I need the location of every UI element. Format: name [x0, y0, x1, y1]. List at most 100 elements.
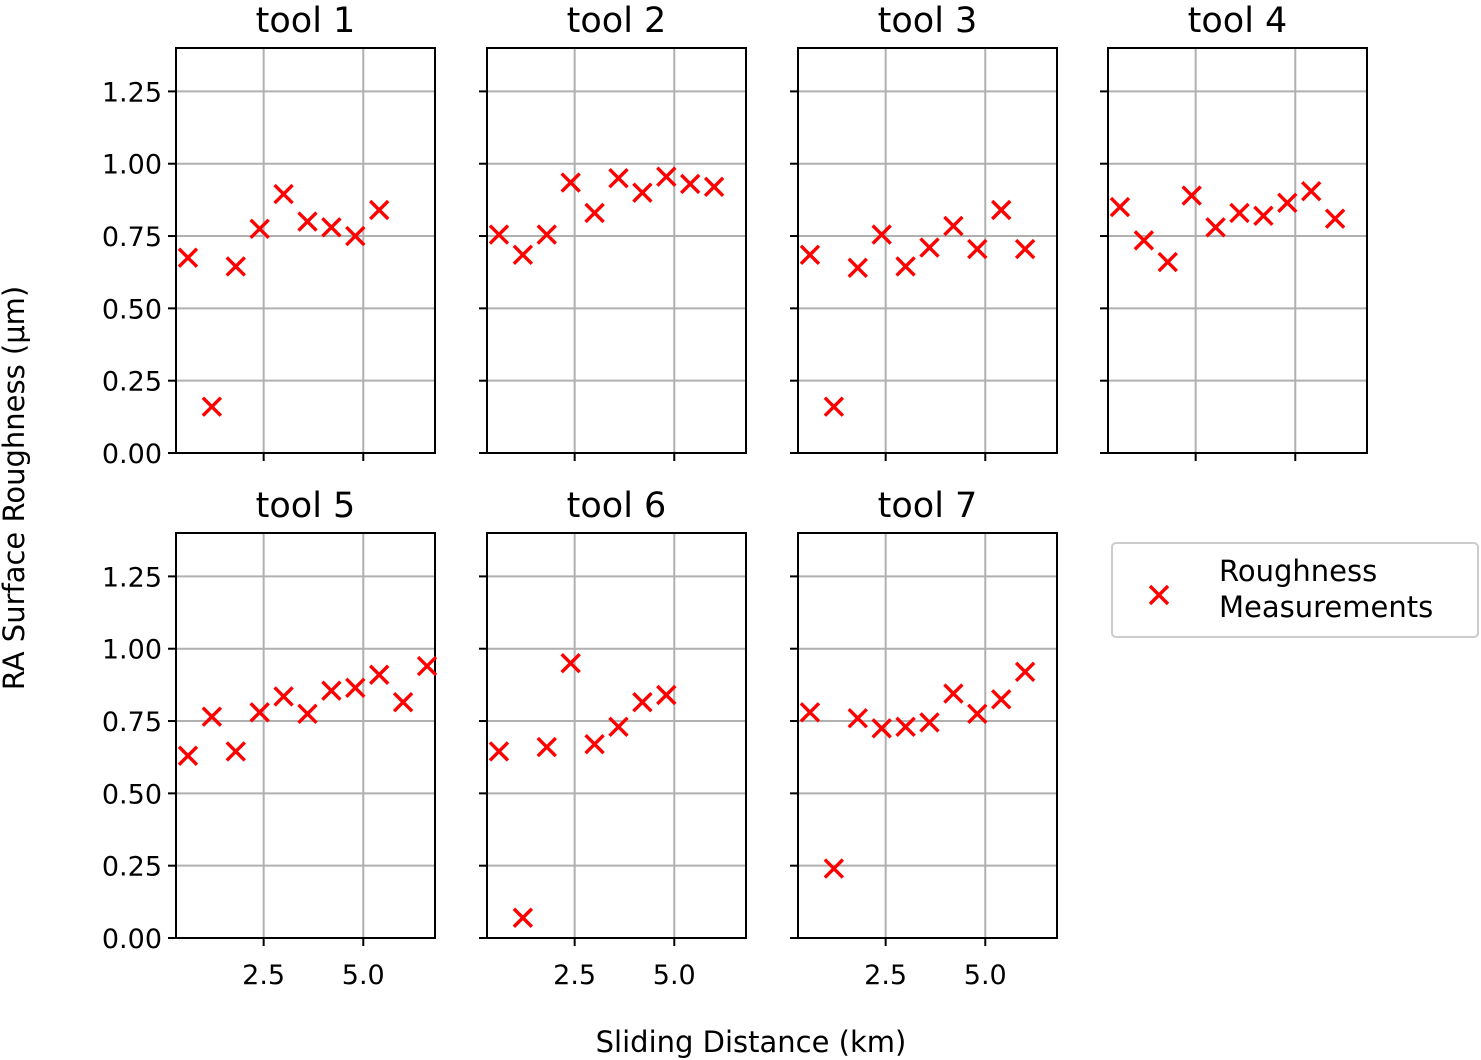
- data-point: [1253, 205, 1274, 226]
- data-point: [201, 396, 223, 417]
- x-tick-label: 5.0: [964, 960, 1007, 991]
- panel-title: tool 4: [1188, 1, 1288, 41]
- panel-title: tool 6: [567, 486, 667, 526]
- data-point: [799, 702, 821, 723]
- data-point: [345, 677, 366, 698]
- panel-tool-2: tool 2: [479, 1, 747, 461]
- data-point: [249, 218, 270, 240]
- panel-title: tool 7: [878, 486, 978, 526]
- legend-label-line-1: Roughness: [1219, 554, 1377, 588]
- panel-frame: [486, 47, 747, 454]
- data-point: [273, 183, 294, 205]
- data-point: [1205, 217, 1226, 238]
- panel-tool-7: 2.5 5.0 tool 7: [790, 486, 1058, 991]
- data-point: [560, 652, 581, 674]
- data-point: [321, 680, 342, 701]
- x-tick-label: 2.5: [242, 960, 285, 991]
- panel-frame: [175, 532, 436, 939]
- x-tick-label: 5.0: [342, 960, 385, 991]
- data-point: [273, 686, 294, 707]
- y-tick-label: 0.00: [102, 924, 162, 955]
- data-point: [943, 215, 964, 237]
- data-point: [1301, 180, 1322, 202]
- data-point: [392, 692, 414, 713]
- data-point: [345, 225, 366, 247]
- x-axis-label: Sliding Distance (km): [596, 1025, 907, 1059]
- data-point: [536, 736, 557, 758]
- data-point: [919, 237, 940, 258]
- data-point: [823, 858, 845, 879]
- y-tick-label: 1.25: [102, 77, 162, 108]
- data-point: [249, 702, 270, 723]
- data-point: [991, 689, 1012, 710]
- panel-frame: [175, 47, 436, 454]
- legend-label-line-2: Measurements: [1219, 590, 1433, 624]
- data-point: [632, 692, 653, 713]
- data-point: [871, 718, 892, 739]
- data-point: [512, 244, 534, 266]
- y-tick-label: 0.50: [102, 294, 162, 325]
- y-tick-label: 1.00: [102, 150, 162, 181]
- panel-tool-1: 0.00 0.25 0.50 0.75 1.00 1.25 tool 1: [102, 1, 436, 470]
- data-point: [584, 202, 605, 224]
- data-point: [369, 664, 390, 685]
- data-point: [991, 199, 1012, 221]
- data-point: [703, 176, 725, 198]
- data-point: [919, 712, 940, 733]
- data-point: [369, 199, 390, 221]
- data-point: [177, 247, 199, 268]
- data-point: [1014, 238, 1036, 260]
- y-tick-label: 0.75: [102, 222, 162, 253]
- data-point: [895, 256, 916, 277]
- data-point: [871, 224, 892, 245]
- data-point: [488, 224, 510, 245]
- y-tick-label: 1.25: [102, 562, 162, 593]
- data-point: [967, 703, 988, 725]
- data-point: [847, 707, 868, 729]
- data-point: [297, 703, 318, 725]
- data-point: [321, 217, 342, 238]
- panel-title: tool 2: [567, 1, 667, 41]
- y-tick-label: 0.00: [102, 439, 162, 470]
- panel-tool-5: 0.00 0.25 0.50 0.75 1.00 1.25 2.5 5.0 tool 5: [102, 486, 438, 991]
- x-tick-label: 2.5: [864, 960, 907, 991]
- legend-marker-icon: [1148, 584, 1170, 606]
- data-point: [225, 741, 246, 762]
- panel-title: tool 1: [256, 1, 356, 41]
- data-point: [799, 244, 821, 266]
- data-point: [656, 166, 677, 187]
- panel-tool-4: tool 4: [1100, 1, 1368, 461]
- data-point: [1014, 661, 1036, 683]
- data-point: [225, 256, 246, 277]
- data-point: [416, 655, 438, 677]
- panel-tool-6: 2.5 5.0 tool 6: [479, 486, 747, 991]
- y-tick-label: 0.25: [102, 367, 162, 398]
- legend-marker-x: [1148, 584, 1170, 606]
- x-tick-label: 2.5: [553, 960, 596, 991]
- legend: Roughness Measurements: [1111, 542, 1479, 638]
- data-point: [536, 224, 557, 245]
- data-point: [584, 733, 605, 755]
- data-point: [177, 745, 199, 766]
- data-point: [680, 173, 701, 195]
- panel-tool-3: tool 3: [790, 1, 1058, 461]
- data-point: [560, 172, 581, 193]
- data-point: [297, 211, 318, 232]
- panel-title: tool 5: [256, 486, 356, 526]
- y-axis-label: RA Surface Roughness (μm): [0, 286, 31, 690]
- data-point: [632, 182, 653, 203]
- data-point: [656, 684, 677, 706]
- panels-group: 0.00 0.25 0.50 0.75 1.00 1.25 tool 1 tool 2 tool…: [102, 1, 1368, 991]
- data-point: [943, 683, 964, 704]
- data-point: [967, 238, 988, 260]
- panel-title: tool 3: [878, 1, 978, 41]
- data-point: [608, 716, 629, 738]
- data-point: [608, 167, 629, 189]
- panel-frame: [797, 532, 1058, 939]
- data-point: [1157, 251, 1178, 273]
- data-point: [1109, 196, 1131, 218]
- legend-frame: [1111, 542, 1479, 638]
- panel-frame: [1107, 47, 1368, 454]
- data-point: [1181, 185, 1202, 206]
- data-point: [1324, 208, 1346, 229]
